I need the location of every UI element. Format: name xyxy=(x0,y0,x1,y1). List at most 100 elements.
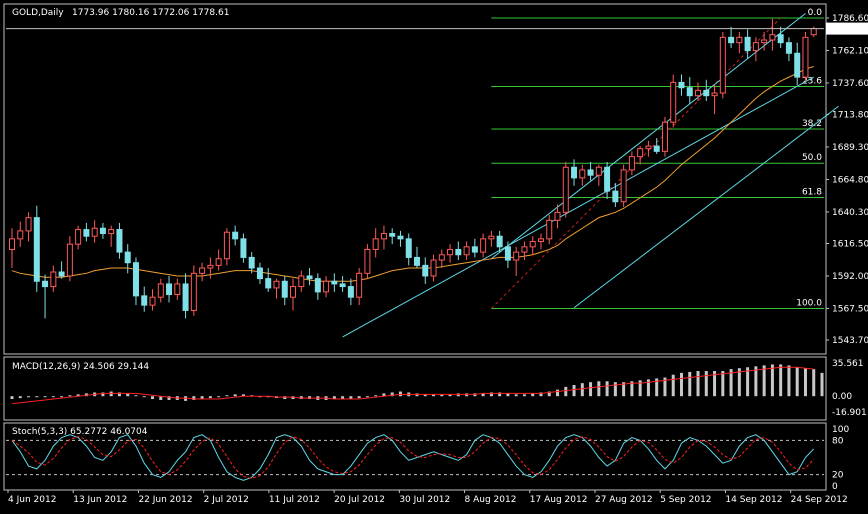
candle-body xyxy=(537,238,544,243)
x-tick-label: 13 Jun 2012 xyxy=(73,495,127,505)
candle-body xyxy=(637,148,644,158)
price-tick-label: 1762.10 xyxy=(832,46,868,56)
candle-body xyxy=(380,233,387,240)
candle-body xyxy=(604,166,611,192)
candle-body xyxy=(281,280,288,298)
macd-pane-frame xyxy=(3,356,827,421)
macd-histogram-bar xyxy=(522,394,526,397)
macd-histogram-bar xyxy=(225,395,229,397)
macd-histogram-bar xyxy=(762,365,766,397)
candle-body xyxy=(265,278,272,289)
macd-histogram-bar xyxy=(713,370,717,397)
candle-body xyxy=(785,42,792,54)
candle-body xyxy=(157,283,164,298)
x-tick-label: 11 Jul 2012 xyxy=(269,495,320,505)
macd-histogram-bar xyxy=(10,396,14,400)
candle-body xyxy=(587,169,594,176)
candle-body xyxy=(802,36,809,78)
macd-histogram-bar xyxy=(440,394,444,397)
macd-histogram-bar xyxy=(332,396,336,400)
candle-body xyxy=(695,89,702,97)
candle-body xyxy=(447,248,454,256)
price-tick-label: 1616.50 xyxy=(832,239,868,249)
candle-body xyxy=(9,238,15,250)
x-tick-label: 14 Sep 2012 xyxy=(725,495,782,505)
macd-tick-label: 0.00 xyxy=(832,392,852,402)
macd-histogram-bar xyxy=(779,364,783,397)
candle-body xyxy=(438,254,445,261)
candle-body xyxy=(58,271,65,277)
candle-body xyxy=(620,169,627,203)
macd-histogram-bar xyxy=(696,370,700,397)
price-tick-label: 1664.80 xyxy=(832,175,868,185)
candle-body xyxy=(17,230,24,240)
candle-body xyxy=(248,256,255,269)
symbol-label: GOLD,Daily xyxy=(12,8,64,18)
candle-body xyxy=(645,145,652,150)
macd-tick-label: 35.561 xyxy=(832,359,864,369)
candle-body xyxy=(199,267,206,274)
candle-body xyxy=(562,166,569,213)
stoch-tick-label: 20 xyxy=(832,471,844,481)
macd-histogram-bar xyxy=(580,383,584,397)
current-price-label: 1778.61 xyxy=(829,25,866,35)
candle-body xyxy=(298,275,305,288)
macd-histogram-bar xyxy=(208,396,212,399)
candle-body xyxy=(761,39,768,44)
macd-histogram-bar xyxy=(729,369,733,397)
fib-level-label: 100.0 xyxy=(796,298,822,308)
price-tick-label: 1786.60 xyxy=(832,14,868,24)
candle-body xyxy=(628,156,635,171)
candle-body xyxy=(66,243,73,277)
macd-histogram-bar xyxy=(159,396,163,400)
candle-body xyxy=(554,211,561,221)
macd-histogram-bar xyxy=(374,395,378,397)
candle-body xyxy=(91,227,98,237)
macd-histogram-bar xyxy=(655,378,659,397)
candle-body xyxy=(504,246,511,261)
current-price-box xyxy=(826,22,868,35)
stoch-main-line xyxy=(11,434,815,481)
candle-body xyxy=(686,87,693,97)
candle-body xyxy=(405,238,412,258)
candle-body xyxy=(513,251,520,261)
candle-body xyxy=(728,36,735,44)
fib-level-label: 38.2 xyxy=(802,119,822,129)
candle-body xyxy=(744,36,751,52)
macd-histogram-bar xyxy=(35,396,39,398)
macd-histogram-bar xyxy=(506,393,510,397)
candle-body xyxy=(99,227,106,235)
candle-body xyxy=(794,52,801,78)
candle-body xyxy=(736,36,743,44)
macd-histogram-bar xyxy=(539,392,543,397)
moving-average-line xyxy=(11,66,814,282)
fib-level-label: 61.8 xyxy=(802,187,822,197)
x-tick-label: 4 Jun 2012 xyxy=(8,495,56,505)
fib-trend-line xyxy=(491,17,782,309)
candle-body xyxy=(571,166,578,179)
macd-histogram-bar xyxy=(622,382,626,397)
macd-histogram-bar xyxy=(390,392,394,397)
price-tick-label: 1567.50 xyxy=(832,304,868,314)
candle-body xyxy=(240,238,247,258)
x-tick-label: 22 Jun 2012 xyxy=(138,495,192,505)
macd-histogram-bar xyxy=(423,394,427,397)
price-tick-label: 1640.30 xyxy=(832,208,868,218)
macd-histogram-bar xyxy=(671,374,675,397)
channel-lower-line xyxy=(342,76,814,338)
candle-body xyxy=(215,258,222,266)
macd-histogram-bar xyxy=(233,394,237,397)
candle-body xyxy=(25,217,32,232)
macd-histogram-bar xyxy=(76,394,80,397)
candle-body xyxy=(612,190,619,203)
macd-histogram-bar xyxy=(630,381,634,397)
fib-level-label: 50.0 xyxy=(802,153,822,163)
macd-tick-label: -16.901 xyxy=(832,408,867,418)
macd-histogram-bar xyxy=(737,368,741,397)
macd-histogram-bar xyxy=(795,367,799,397)
macd-histogram-bar xyxy=(613,382,617,397)
macd-histogram-bar xyxy=(365,396,369,398)
macd-histogram-bar xyxy=(200,396,204,400)
macd-histogram-bar xyxy=(589,382,593,397)
candle-body xyxy=(653,145,660,152)
